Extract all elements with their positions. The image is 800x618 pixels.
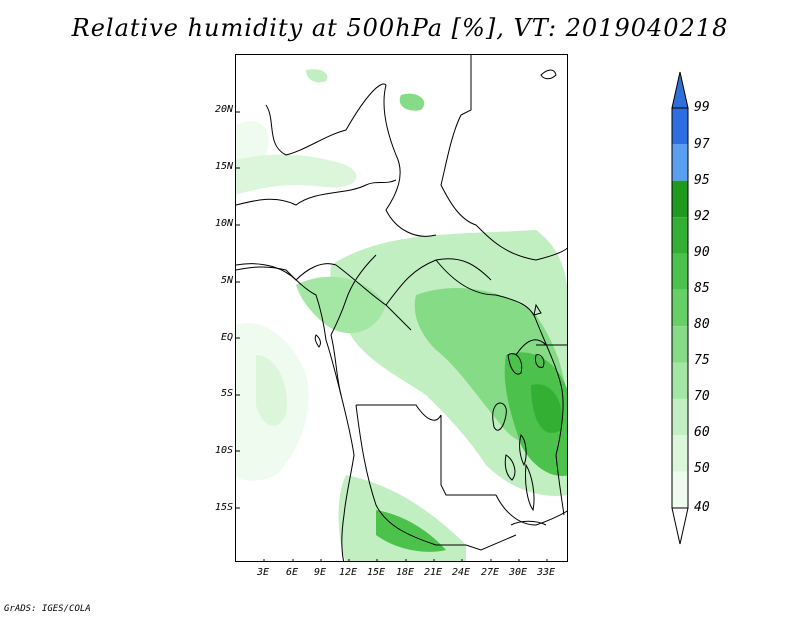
colorbar-label-97: 97 bbox=[694, 137, 710, 152]
lon-label-12e: 12E bbox=[338, 567, 358, 578]
lon-label-15e: 15E bbox=[366, 567, 386, 578]
lat-label-15s: 15S bbox=[214, 502, 233, 513]
humidity-region-east-peak bbox=[531, 384, 562, 433]
lon-label-30e: 30E bbox=[508, 567, 528, 578]
colorbar-top-arrow bbox=[671, 71, 689, 109]
lon-label-27e: 27E bbox=[480, 567, 500, 578]
colorbar-segment-85 bbox=[672, 253, 688, 290]
colorbar-segment-92 bbox=[672, 180, 688, 218]
humidity-region-south-core bbox=[376, 510, 446, 552]
colorbar-label-75: 75 bbox=[694, 353, 710, 368]
colorbar-bottom-arrow bbox=[671, 507, 689, 545]
colorbar-segments bbox=[671, 107, 689, 509]
grads-credit: GrADS: IGES/COLA bbox=[4, 604, 91, 614]
country-borders bbox=[236, 55, 567, 551]
axis-ticks bbox=[236, 111, 548, 561]
colorbar-label-85: 85 bbox=[694, 281, 710, 296]
lon-label-6e: 6E bbox=[285, 567, 299, 578]
colorbar-segment-40 bbox=[672, 471, 688, 508]
lon-label-3e: 3E bbox=[256, 567, 270, 578]
colorbar-label-40: 40 bbox=[694, 500, 710, 515]
colorbar-label-50: 50 bbox=[694, 461, 710, 476]
colorbar-segment-90 bbox=[672, 217, 688, 254]
lat-label-10n: 10N bbox=[214, 218, 233, 229]
colorbar-segment-60 bbox=[672, 398, 688, 436]
colorbar-label-95: 95 bbox=[694, 173, 710, 188]
colorbar-label-90: 90 bbox=[694, 245, 710, 260]
colorbar bbox=[671, 71, 689, 545]
humidity-region-west-coast bbox=[296, 276, 386, 334]
lat-label-15n: 15N bbox=[214, 161, 233, 172]
lat-label-20n: 20N bbox=[214, 104, 233, 115]
colorbar-label-80: 80 bbox=[694, 317, 710, 332]
coastline bbox=[236, 69, 557, 561]
colorbar-segment-50 bbox=[672, 435, 688, 472]
lon-label-9e: 9E bbox=[313, 567, 327, 578]
colorbar-label-60: 60 bbox=[694, 425, 710, 440]
lat-label-5s: 5S bbox=[220, 388, 233, 399]
lat-label-5n: 5N bbox=[220, 275, 233, 286]
lat-label-10s: 10S bbox=[214, 445, 233, 456]
lat-label-eq: EQ bbox=[220, 332, 233, 343]
map-svg bbox=[236, 55, 567, 561]
lon-label-33e: 33E bbox=[536, 567, 556, 578]
humidity-region-sw2 bbox=[256, 355, 287, 426]
colorbar-segment-70 bbox=[672, 362, 688, 399]
humidity-region-north bbox=[306, 69, 328, 83]
lon-label-18e: 18E bbox=[395, 567, 415, 578]
humidity-region-north2 bbox=[399, 93, 425, 111]
colorbar-label-92: 92 bbox=[694, 209, 710, 224]
humidity-region-sahel bbox=[236, 154, 357, 195]
map-title: Relative humidity at 500hPa [%], VT: 201… bbox=[71, 14, 729, 42]
colorbar-segment-97 bbox=[672, 108, 688, 145]
colorbar-label-70: 70 bbox=[694, 389, 710, 404]
colorbar-segment-75 bbox=[672, 326, 688, 363]
colorbar-segment-95 bbox=[672, 144, 688, 181]
map-panel bbox=[235, 54, 568, 562]
humidity-shading bbox=[236, 69, 567, 561]
lon-label-24e: 24E bbox=[451, 567, 471, 578]
colorbar-label-99: 99 bbox=[694, 100, 710, 115]
lon-label-21e: 21E bbox=[423, 567, 443, 578]
colorbar-segment-80 bbox=[672, 289, 688, 327]
